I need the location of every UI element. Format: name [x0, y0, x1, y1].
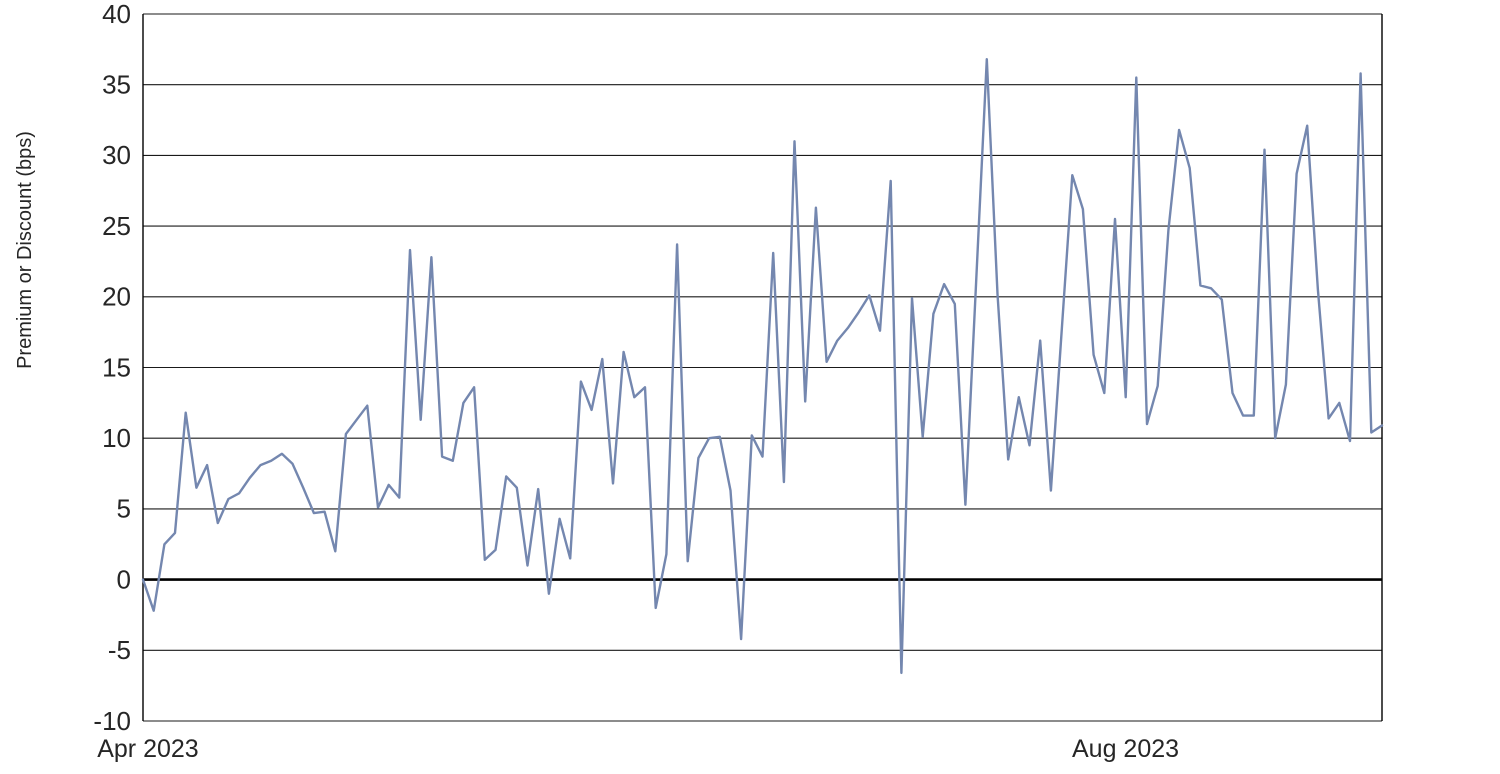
y-axis-tick-label: 5	[117, 494, 131, 524]
y-axis-tick-label: -5	[108, 635, 131, 665]
y-axis-tick-label: 30	[102, 140, 131, 170]
y-axis-tick-label: 0	[117, 564, 131, 594]
y-axis-tick-label: 10	[102, 423, 131, 453]
series-line	[141, 58, 1384, 675]
y-axis-tick-label: 25	[102, 211, 131, 241]
y-axis-tick-label: 35	[102, 70, 131, 100]
y-axis-tick-label: -10	[93, 706, 131, 736]
y-axis-title: Premium or Discount (bps)	[14, 131, 36, 369]
x-axis-tick-label: Aug 2023	[1072, 735, 1179, 763]
y-axis-tick-label: 40	[102, 0, 131, 29]
x-axis-tick-label: Apr 2023	[97, 735, 198, 763]
y-axis-tick-label: 15	[102, 352, 131, 382]
y-axis-tick-label: 20	[102, 282, 131, 312]
